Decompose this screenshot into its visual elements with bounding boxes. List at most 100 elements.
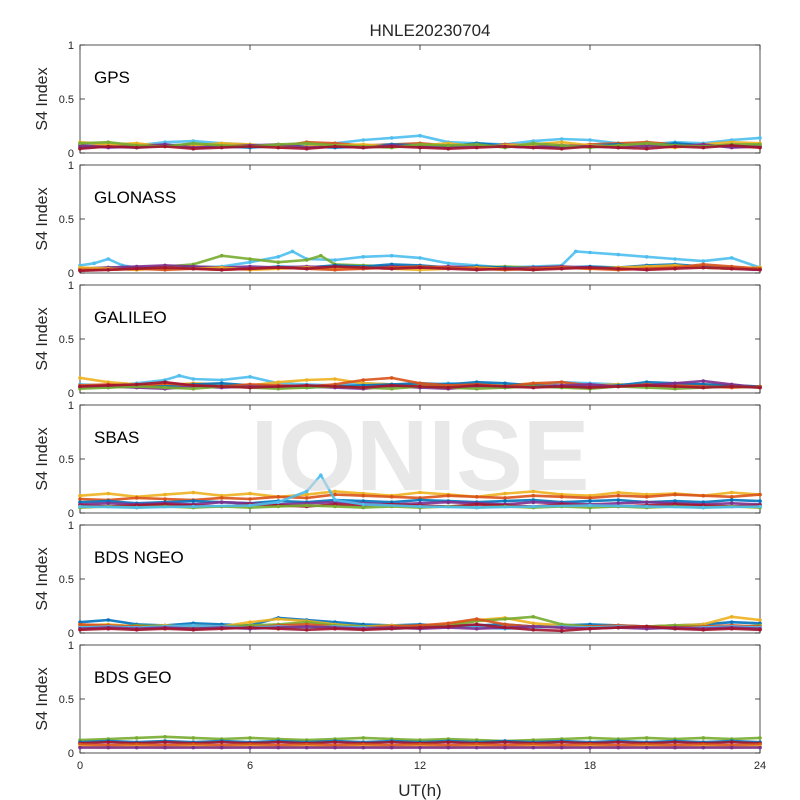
data-point bbox=[134, 628, 139, 632]
data-point bbox=[616, 266, 621, 271]
data-point bbox=[389, 745, 394, 750]
data-point bbox=[418, 256, 422, 260]
data-point bbox=[304, 496, 309, 500]
data-point bbox=[78, 497, 82, 501]
data-point bbox=[389, 253, 394, 258]
data-point bbox=[248, 503, 252, 508]
data-point bbox=[333, 144, 337, 149]
data-point bbox=[163, 735, 167, 739]
data-point bbox=[758, 504, 762, 509]
data-point bbox=[106, 491, 111, 496]
data-point bbox=[134, 382, 139, 387]
data-point bbox=[248, 266, 252, 271]
data-point bbox=[219, 381, 224, 386]
y-tick-label: 1 bbox=[68, 40, 74, 52]
data-point bbox=[418, 745, 422, 750]
data-point bbox=[163, 745, 167, 750]
data-point bbox=[106, 501, 111, 506]
data-point bbox=[319, 253, 323, 258]
data-point bbox=[418, 384, 422, 389]
data-point bbox=[333, 626, 337, 631]
data-point bbox=[248, 620, 252, 624]
data-point bbox=[361, 378, 366, 382]
data-point bbox=[106, 745, 111, 750]
data-point bbox=[361, 628, 366, 632]
data-point bbox=[616, 498, 621, 502]
data-point bbox=[78, 745, 82, 750]
panel-sbas: 0 0.5 1 S4 Index SBAS bbox=[34, 400, 762, 520]
data-point bbox=[333, 384, 337, 389]
data-point bbox=[389, 144, 394, 149]
data-point bbox=[418, 133, 422, 138]
data-point bbox=[78, 146, 82, 151]
data-point bbox=[758, 136, 762, 140]
data-point bbox=[758, 142, 762, 147]
panel-label: GLONASS bbox=[94, 188, 176, 207]
data-point bbox=[319, 473, 323, 478]
data-point bbox=[673, 745, 677, 750]
data-point bbox=[219, 384, 224, 389]
data-point bbox=[389, 136, 394, 140]
series-6 bbox=[78, 745, 762, 750]
data-point bbox=[474, 383, 479, 388]
data-point bbox=[191, 623, 196, 628]
data-point bbox=[446, 621, 451, 626]
data-point bbox=[531, 504, 536, 509]
data-point bbox=[503, 622, 507, 627]
data-point bbox=[531, 385, 536, 390]
data-point bbox=[191, 499, 196, 503]
data-point bbox=[134, 496, 139, 500]
data-point bbox=[78, 493, 82, 498]
data-point bbox=[418, 498, 422, 502]
data-point bbox=[248, 497, 252, 501]
data-point bbox=[276, 504, 281, 509]
data-point bbox=[531, 145, 536, 150]
data-point bbox=[361, 745, 366, 750]
data-point bbox=[134, 745, 139, 750]
data-point bbox=[729, 256, 734, 260]
panel-bds-geo: 0 0.5 1 0 6 12 18 24 S4 Index BDS GEO bbox=[34, 640, 766, 772]
data-point bbox=[673, 740, 677, 744]
data-point bbox=[134, 505, 139, 510]
data-point bbox=[559, 146, 564, 151]
data-point bbox=[729, 615, 734, 619]
data-point bbox=[219, 378, 224, 382]
data-point bbox=[758, 145, 762, 150]
data-point bbox=[219, 145, 224, 150]
data-point bbox=[531, 141, 536, 146]
data-point bbox=[304, 492, 309, 497]
data-point bbox=[559, 740, 564, 744]
data-point bbox=[729, 490, 734, 495]
data-point bbox=[389, 266, 394, 271]
y-tick-label: 1 bbox=[68, 400, 74, 412]
data-point bbox=[588, 745, 592, 750]
data-point bbox=[574, 249, 578, 254]
y-tick-label: 1 bbox=[68, 520, 74, 532]
data-point bbox=[701, 493, 706, 498]
data-point bbox=[729, 501, 734, 506]
series-line bbox=[78, 473, 762, 509]
data-point bbox=[219, 500, 224, 505]
series-7 bbox=[78, 264, 762, 273]
data-point bbox=[361, 265, 366, 270]
data-point bbox=[389, 386, 394, 391]
data-point bbox=[616, 145, 621, 150]
data-point bbox=[531, 745, 536, 750]
data-point bbox=[531, 628, 536, 632]
data-point bbox=[163, 497, 167, 501]
data-point bbox=[446, 493, 451, 498]
data-point bbox=[503, 617, 507, 621]
data-point bbox=[106, 144, 111, 149]
data-point bbox=[503, 266, 507, 271]
data-point bbox=[304, 383, 309, 388]
plot-area bbox=[79, 524, 761, 634]
panel-label: BDS GEO bbox=[94, 668, 171, 687]
y-tick-label: 0.5 bbox=[59, 574, 74, 586]
data-point bbox=[701, 505, 706, 510]
y-tick-label: 0 bbox=[68, 508, 74, 520]
y-tick-label: 0 bbox=[68, 148, 74, 160]
panel-glonass: 0 0.5 1 S4 Index GLONASS bbox=[34, 160, 762, 280]
data-point bbox=[361, 736, 366, 740]
data-point bbox=[644, 495, 649, 499]
data-point bbox=[446, 745, 451, 750]
